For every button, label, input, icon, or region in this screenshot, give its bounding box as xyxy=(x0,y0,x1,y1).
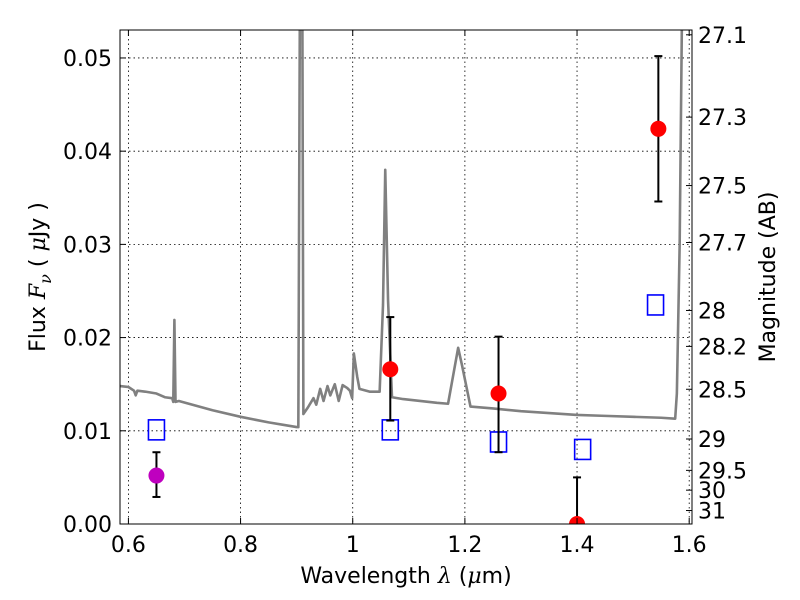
model-flux-square xyxy=(147,419,166,441)
x-axis-title-unit-symbol: μ xyxy=(467,564,481,589)
mag-tick-label: 28.5 xyxy=(698,378,747,403)
x-axis-title-symbol: λ xyxy=(437,564,452,589)
model-flux-square xyxy=(573,438,592,461)
mag-tick-label: 28.2 xyxy=(698,335,747,360)
axis-ticks xyxy=(120,30,692,525)
x-tick-label: 0.8 xyxy=(223,533,258,558)
x-tick-label: 1.2 xyxy=(447,533,482,558)
y-tick-label: 0.03 xyxy=(63,233,112,258)
x-axis-title-unit-rest: m) xyxy=(482,564,512,589)
x-tick-label: 1.4 xyxy=(560,533,595,558)
x-axis-title-prefix: Wavelength xyxy=(300,564,438,589)
y-tick-label: 0.01 xyxy=(63,420,112,445)
y-tick-label: 0.05 xyxy=(63,47,112,72)
plot-area xyxy=(120,30,684,524)
mag-tick-label: 27.5 xyxy=(698,175,747,200)
x-tick-label: 1 xyxy=(346,533,360,558)
y-axis-title-symbol: F xyxy=(26,283,51,300)
mag-tick-label: 29 xyxy=(698,428,726,453)
y-axis-title-subscript: ν xyxy=(36,274,55,284)
y-axis-title-unit-rest: Jy ) xyxy=(26,202,51,239)
x-axis-title: Wavelength λ (μm) xyxy=(300,564,511,589)
observed-flux-point xyxy=(650,120,667,137)
x-tick-label: 0.6 xyxy=(111,533,146,558)
observed-flux-point xyxy=(148,467,165,484)
y-axis-title: Flux Fν ( μJy ) xyxy=(26,202,55,352)
model-flux-square xyxy=(646,294,665,316)
y-axis-title-open: ( xyxy=(26,252,51,275)
observed-flux-point xyxy=(382,361,399,378)
axis-tick-labels: 0.6 0.8 1 1.2 1.4 1.6 0.00 0.01 0.02 0.03 0.04 0.05… xyxy=(63,24,747,558)
y2-axis-title: Magnitude (AB) xyxy=(756,192,781,363)
spectrum-line xyxy=(120,30,684,429)
mag-tick-label: 27.1 xyxy=(698,24,747,49)
y-tick-label: 0.02 xyxy=(63,327,112,352)
mag-tick-label: 28 xyxy=(698,299,726,324)
mag-tick-label: 27.3 xyxy=(698,106,747,131)
y-axis-title-unit-symbol: μ xyxy=(26,237,51,251)
plot-frame xyxy=(119,29,693,525)
mag-tick-label: 27.7 xyxy=(698,232,747,257)
mag-tick-label: 31 xyxy=(698,500,726,525)
y-axis-title-prefix: Flux xyxy=(26,299,51,352)
x-axis-title-open: ( xyxy=(452,564,468,589)
y-tick-label: 0.00 xyxy=(63,513,112,538)
mag-tick-label: 29.5 xyxy=(698,459,747,484)
x-tick-label: 1.6 xyxy=(672,533,707,558)
mag-tick-label: 30 xyxy=(698,479,726,504)
observed-flux-point xyxy=(490,385,507,402)
y-tick-label: 0.04 xyxy=(63,140,112,165)
